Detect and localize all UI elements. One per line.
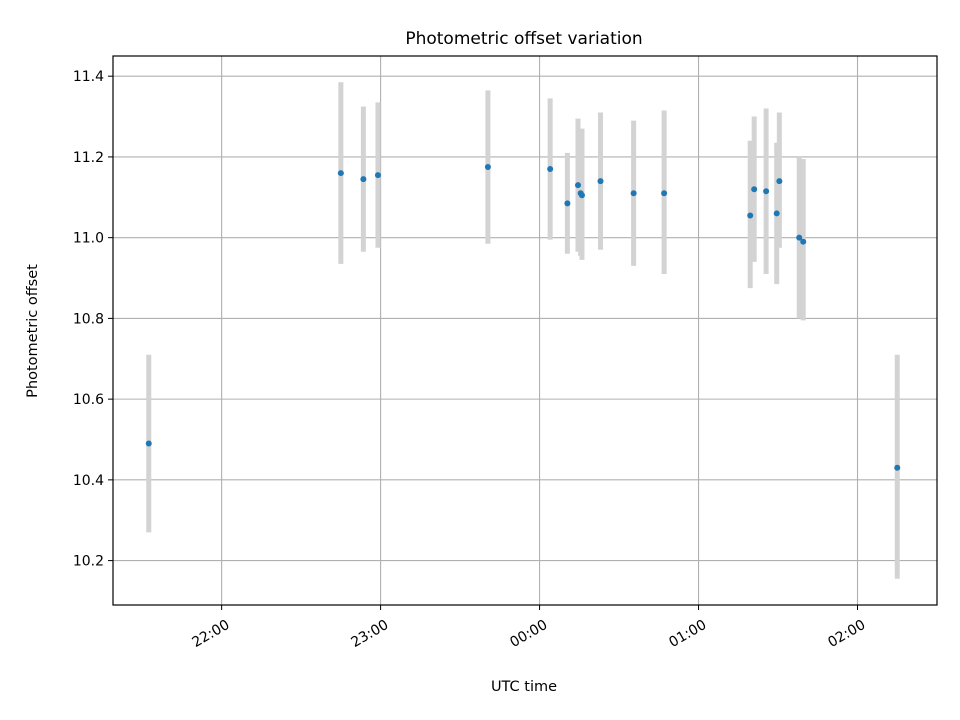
- data-point: [484, 164, 491, 171]
- data-point: [776, 178, 783, 185]
- y-tick-label: 11.4: [73, 69, 104, 85]
- x-tick-label: 02:00: [825, 617, 868, 651]
- data-point: [564, 200, 571, 207]
- data-point: [547, 166, 554, 173]
- data-point: [773, 210, 780, 217]
- x-tick-label: 01:00: [666, 617, 709, 651]
- x-tick-label: 23:00: [348, 617, 391, 651]
- data-point: [763, 188, 770, 195]
- data-point: [894, 464, 901, 471]
- y-axis-label: Photometric offset: [25, 264, 41, 398]
- data-point: [360, 176, 367, 183]
- data-point: [661, 190, 668, 197]
- y-tick-label: 10.2: [73, 554, 104, 570]
- data-point: [796, 234, 803, 241]
- y-tick-label: 10.6: [73, 392, 104, 408]
- y-tick-label: 11.2: [73, 150, 104, 166]
- data-point: [597, 178, 604, 185]
- y-tick-label: 10.8: [73, 311, 104, 327]
- plot-frame: [112, 55, 938, 606]
- y-tick-label: 10.4: [73, 473, 104, 489]
- x-tick-label: 22:00: [189, 617, 232, 651]
- y-tick-label: 11.0: [73, 231, 104, 247]
- data-point: [374, 172, 381, 179]
- data-point: [578, 192, 585, 199]
- data-point: [337, 170, 344, 177]
- chart-title: Photometric offset variation: [405, 29, 642, 49]
- data-point: [800, 238, 807, 245]
- point-layer: [145, 164, 901, 471]
- data-point: [751, 186, 758, 193]
- grid-layer: [113, 56, 937, 605]
- x-axis-label: UTC time: [491, 679, 557, 695]
- data-point: [574, 182, 581, 189]
- data-point: [747, 212, 754, 219]
- x-tick-label: 00:00: [507, 617, 550, 651]
- data-point: [145, 440, 152, 447]
- data-point: [630, 190, 637, 197]
